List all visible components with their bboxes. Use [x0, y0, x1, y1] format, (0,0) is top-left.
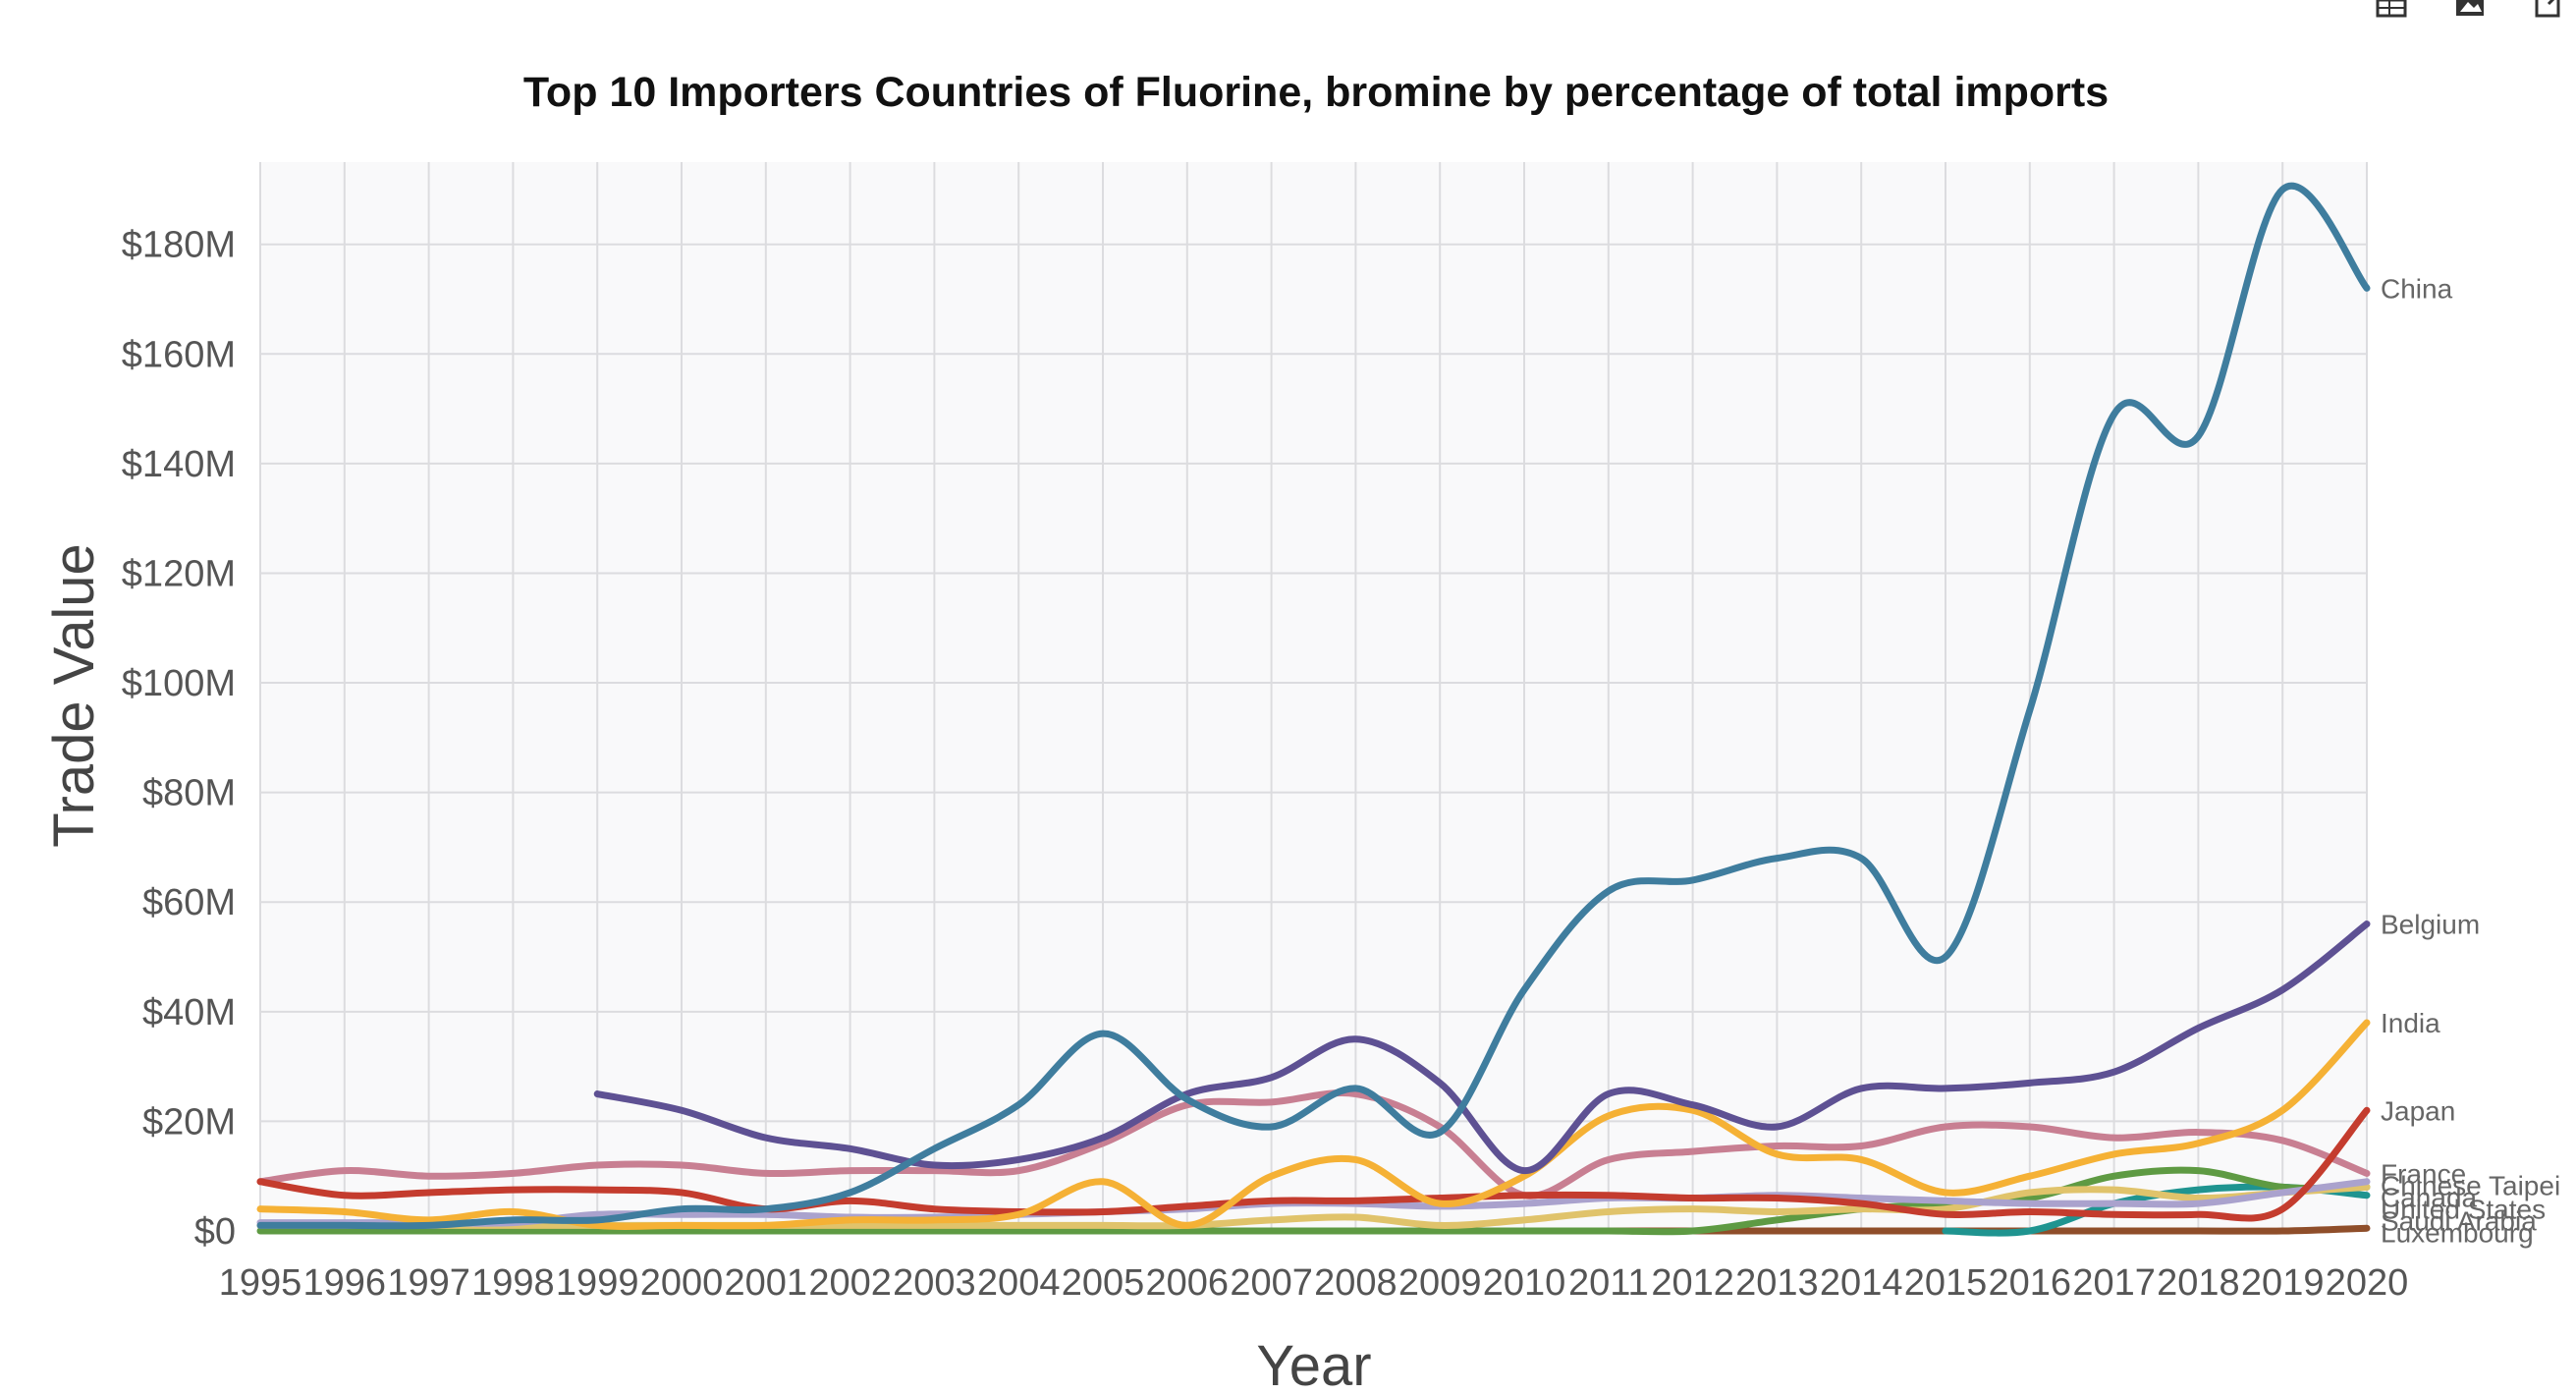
series-end-label: Belgium — [2381, 910, 2480, 940]
x-tick-label: 2004 — [977, 1262, 1061, 1304]
x-tick-label: 2016 — [1989, 1262, 2072, 1304]
series-end-label: Luxembourg — [2381, 1217, 2534, 1248]
x-tick-label: 2012 — [1651, 1262, 1734, 1304]
y-tick-label: $100M — [122, 663, 236, 704]
x-axis-title: Year — [1256, 1334, 1371, 1395]
x-tick-label: 2001 — [725, 1262, 808, 1304]
table-icon[interactable] — [2374, 0, 2409, 20]
x-tick-label: 2015 — [1904, 1262, 1988, 1304]
series-end-label: China — [2381, 273, 2453, 304]
x-tick-label: 2003 — [893, 1262, 976, 1304]
x-tick-label: 2008 — [1314, 1262, 1398, 1304]
x-tick-label: 1995 — [219, 1262, 302, 1304]
grid-lines — [259, 162, 2368, 1232]
x-tick-label: 2011 — [1568, 1262, 1649, 1304]
image-icon[interactable] — [2452, 0, 2488, 20]
y-axis-title: Trade Value — [42, 543, 106, 848]
series-end-label: Japan — [2381, 1095, 2455, 1126]
x-tick-label: 2000 — [640, 1262, 724, 1304]
x-axis-ticks: 1995 1996 1997 1998 1999 2000 2001 2002 2003 2004… — [219, 1262, 2409, 1304]
plot-area — [260, 162, 2367, 1231]
series-end-label: Saudi Arabia — [2381, 1205, 2537, 1236]
series-line-china[interactable] — [256, 182, 2371, 1230]
x-tick-label: 2014 — [1820, 1262, 1903, 1304]
series-line-united-states[interactable] — [256, 1166, 2371, 1236]
y-tick-label: $0 — [194, 1211, 236, 1253]
x-tick-label: 2006 — [1146, 1262, 1230, 1304]
y-tick-label: $180M — [122, 225, 236, 266]
share-icon[interactable] — [2531, 0, 2566, 20]
chart-toolbar — [2340, 0, 2576, 24]
x-tick-label: 2019 — [2241, 1262, 2325, 1304]
x-tick-label: 1998 — [471, 1262, 555, 1304]
y-tick-label: $120M — [122, 553, 236, 594]
x-tick-label: 2018 — [2157, 1262, 2240, 1304]
x-tick-label: 2002 — [808, 1262, 892, 1304]
chart-title: Top 10 Importers Countries of Fluorine, … — [523, 69, 2109, 116]
x-tick-label: 2009 — [1398, 1262, 1482, 1304]
series-end-label: France — [2381, 1158, 2466, 1189]
x-tick-label: 1996 — [303, 1262, 387, 1304]
y-tick-label: $40M — [142, 992, 236, 1033]
x-tick-label: 2017 — [2072, 1262, 2156, 1304]
y-tick-label: $80M — [142, 773, 236, 814]
series-lines — [256, 182, 2371, 1237]
y-tick-label: $140M — [122, 444, 236, 485]
series-line-india[interactable] — [256, 1019, 2371, 1230]
x-tick-label: 2013 — [1735, 1262, 1819, 1304]
y-tick-label: $20M — [142, 1101, 236, 1143]
series-end-label: India — [2381, 1008, 2440, 1038]
x-tick-label: 2007 — [1230, 1262, 1313, 1304]
series-line-france[interactable] — [256, 1089, 2371, 1200]
series-end-label: Chinese Taipei — [2381, 1170, 2560, 1200]
x-tick-label: 2010 — [1483, 1262, 1566, 1304]
x-tick-label: 2020 — [2326, 1262, 2409, 1304]
x-tick-label: 2005 — [1062, 1262, 1145, 1304]
y-axis-ticks: $0 $20M $40M $60M $80M $100M $120M $140M $160M $1… — [122, 225, 236, 1253]
x-tick-label: 1999 — [556, 1262, 639, 1304]
x-tick-label: 1997 — [387, 1262, 470, 1304]
y-tick-label: $160M — [122, 334, 236, 375]
series-line-japan[interactable] — [256, 1106, 2371, 1222]
series-line-belgium[interactable] — [593, 921, 2371, 1175]
series-end-label: Canada — [2381, 1182, 2478, 1212]
series-end-label: United States — [2381, 1194, 2546, 1224]
y-tick-label: $60M — [142, 882, 236, 923]
